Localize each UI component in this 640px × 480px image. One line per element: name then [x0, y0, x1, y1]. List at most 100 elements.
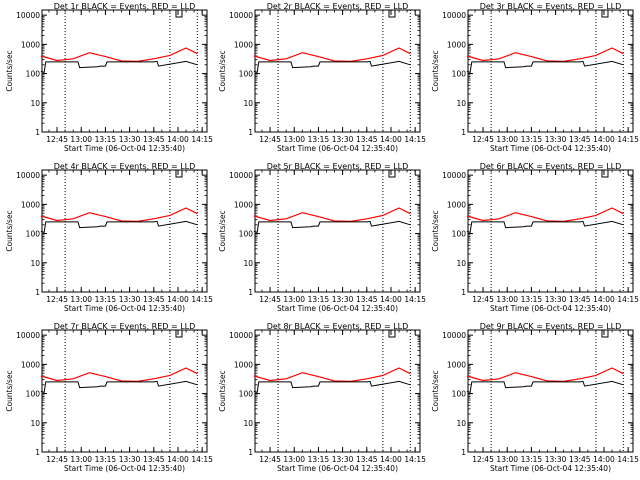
events-series-line: [41, 381, 197, 392]
y-tick-label: 1: [461, 288, 466, 297]
x-tick-label: 13:00: [283, 135, 305, 144]
y-axis-label: Counts/sec: [5, 210, 14, 251]
events-series-line: [41, 61, 197, 72]
y-tick-label: 100: [239, 390, 254, 399]
x-axis-label: Start Time (06-Oct-04 12:35:40): [490, 464, 611, 473]
x-tick-label: 12:45: [46, 135, 68, 144]
y-tick-label: 10000: [229, 331, 253, 340]
x-axis-label: Start Time (06-Oct-04 12:35:40): [277, 144, 398, 153]
x-tick-label: 12:45: [472, 135, 494, 144]
y-tick-label: 1: [248, 128, 253, 137]
x-tick-label: 14:00: [167, 455, 189, 464]
y-tick-label: 10000: [16, 331, 40, 340]
plot-frame: [42, 10, 207, 132]
lld-series-line: [254, 48, 410, 61]
x-tick-label: 14:00: [593, 295, 615, 304]
x-axis-label: Start Time (06-Oct-04 12:35:40): [490, 144, 611, 153]
y-tick-label: 100: [452, 390, 467, 399]
x-tick-label: 13:00: [283, 455, 305, 464]
interval-marker: [389, 330, 395, 337]
x-tick-label: 14:15: [191, 135, 213, 144]
plot-frame: [255, 10, 420, 132]
interval-marker: [602, 330, 608, 337]
events-series-line: [467, 221, 623, 232]
x-tick-label: 13:00: [70, 295, 92, 304]
plot-frame: [255, 170, 420, 292]
x-axis-label: Start Time (06-Oct-04 12:35:40): [277, 464, 398, 473]
plot-frame: [42, 330, 207, 452]
y-axis-label: Counts/sec: [431, 50, 440, 91]
plot-panel-1: Det 1r BLACK = Events, RED = LLD 1 10 100 10…: [5, 2, 213, 153]
x-axis-label: Start Time (06-Oct-04 12:35:40): [277, 304, 398, 313]
events-series-line: [41, 221, 197, 232]
lld-series-line: [41, 208, 197, 221]
x-tick-label: 13:45: [143, 135, 165, 144]
x-tick-label: 14:15: [191, 455, 213, 464]
x-tick-label: 13:45: [143, 455, 165, 464]
interval-marker: [602, 10, 608, 17]
y-axis-label: Counts/sec: [218, 370, 227, 411]
interval-marker: [389, 170, 395, 177]
y-tick-label: 10: [30, 419, 40, 428]
y-tick-label: 10000: [16, 11, 40, 20]
plot-frame: [468, 330, 633, 452]
y-tick-label: 1: [461, 128, 466, 137]
y-tick-label: 1000: [234, 40, 253, 49]
x-tick-label: 13:30: [332, 135, 354, 144]
x-tick-label: 13:15: [308, 455, 330, 464]
y-tick-label: 1000: [234, 200, 253, 209]
x-tick-label: 13:45: [569, 455, 591, 464]
x-tick-label: 13:15: [521, 135, 543, 144]
x-tick-label: 12:45: [259, 135, 281, 144]
plot-panel-3: Det 3r BLACK = Events, RED = LLD 1 10 100 10…: [431, 2, 639, 153]
y-tick-label: 10: [30, 99, 40, 108]
x-tick-label: 13:00: [496, 135, 518, 144]
y-tick-label: 10: [243, 99, 253, 108]
y-axis-label: Counts/sec: [218, 50, 227, 91]
x-tick-label: 13:15: [521, 455, 543, 464]
x-tick-label: 13:45: [356, 455, 378, 464]
x-tick-label: 14:00: [380, 135, 402, 144]
interval-marker: [602, 170, 608, 177]
y-tick-label: 10: [243, 259, 253, 268]
y-tick-label: 100: [26, 70, 41, 79]
x-tick-label: 13:30: [119, 295, 141, 304]
y-tick-label: 100: [452, 70, 467, 79]
y-tick-label: 10000: [442, 11, 466, 20]
y-tick-label: 10: [456, 419, 466, 428]
x-tick-label: 12:45: [46, 455, 68, 464]
plot-frame: [468, 170, 633, 292]
interval-marker: [176, 330, 182, 337]
y-axis-label: Counts/sec: [431, 210, 440, 251]
y-tick-label: 1000: [21, 360, 40, 369]
events-series-line: [254, 61, 410, 72]
plot-frame: [468, 10, 633, 132]
x-tick-label: 13:30: [119, 135, 141, 144]
x-tick-label: 13:45: [569, 295, 591, 304]
x-tick-label: 14:00: [167, 135, 189, 144]
x-tick-label: 14:00: [593, 455, 615, 464]
x-tick-label: 13:15: [95, 455, 117, 464]
y-tick-label: 1000: [21, 40, 40, 49]
y-tick-label: 10000: [229, 11, 253, 20]
y-tick-label: 10000: [442, 171, 466, 180]
y-tick-label: 1000: [447, 200, 466, 209]
x-tick-label: 13:45: [356, 135, 378, 144]
x-tick-label: 13:00: [496, 455, 518, 464]
x-tick-label: 14:15: [404, 455, 426, 464]
plot-panel-9: Det 9r BLACK = Events, RED = LLD 1 10 100 10…: [431, 322, 639, 473]
y-tick-label: 1: [461, 448, 466, 457]
lld-series-line: [467, 208, 623, 221]
x-tick-label: 12:45: [46, 295, 68, 304]
x-tick-label: 13:15: [95, 295, 117, 304]
x-tick-label: 14:15: [404, 135, 426, 144]
y-tick-label: 100: [239, 230, 254, 239]
x-tick-label: 13:15: [308, 295, 330, 304]
x-tick-label: 14:00: [380, 295, 402, 304]
lld-series-line: [41, 48, 197, 61]
x-tick-label: 13:30: [332, 455, 354, 464]
y-axis-label: Counts/sec: [5, 50, 14, 91]
lld-series-line: [41, 368, 197, 381]
events-series-line: [254, 381, 410, 392]
y-tick-label: 1: [248, 448, 253, 457]
